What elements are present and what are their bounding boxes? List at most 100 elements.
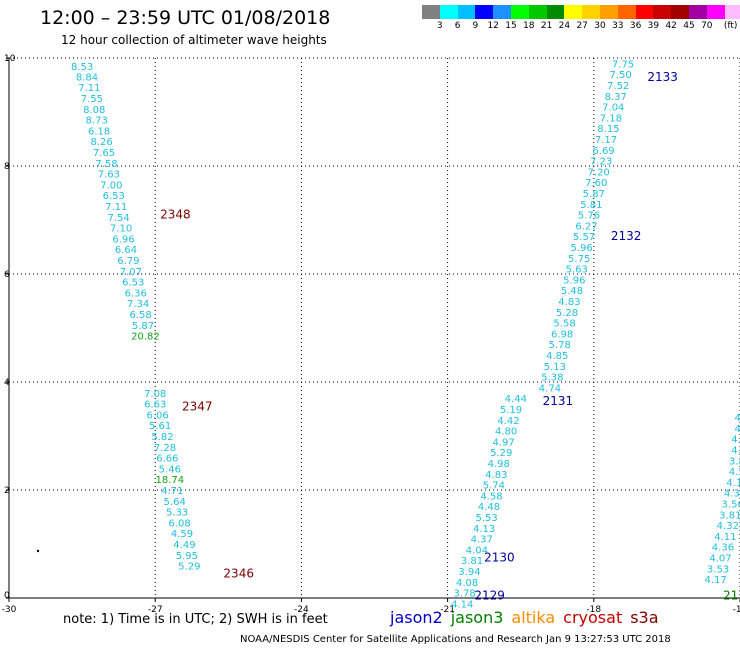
wave-height-value: 5.81	[580, 200, 602, 211]
color-scale-cell	[688, 5, 707, 19]
wave-height-value: 5.48	[561, 286, 583, 297]
wave-height-value: 4.14	[451, 599, 473, 610]
wave-height-value: 6.98	[551, 329, 573, 340]
wave-height-value: 5.64	[164, 497, 186, 508]
x-tick-label: -24	[294, 605, 309, 615]
color-scale-label: 24	[558, 21, 571, 31]
wave-height-value: 3.86	[729, 456, 740, 467]
legend-item-cryosat: cryosat	[563, 608, 623, 627]
color-scale-cell	[457, 5, 476, 19]
x-tick-label: -18	[586, 605, 601, 615]
wave-height-value: 6.63	[144, 400, 166, 411]
y-tick-label: 6	[4, 270, 10, 280]
color-scale-label: 12	[487, 21, 499, 31]
color-scale-cell	[724, 5, 740, 19]
wave-height-value: 7.07	[120, 267, 142, 278]
wave-height-value: 6.06	[147, 410, 169, 421]
pass-number-label: 2132	[611, 229, 642, 243]
x-tick-label: -21	[440, 605, 455, 615]
color-scale-label: 3	[436, 21, 443, 31]
wave-height-value: 4.19	[726, 478, 740, 489]
wave-height-value: 5.76	[578, 211, 600, 222]
wave-height-value: 7.52	[607, 81, 629, 92]
wave-height-value: 4.80	[495, 427, 517, 438]
color-scale-cell	[635, 5, 654, 19]
wave-height-value: 8.26	[90, 137, 112, 148]
color-scale-label: 45	[683, 21, 695, 31]
legend-item-jason2: jason2	[390, 608, 443, 627]
color-scale-cell	[422, 5, 440, 19]
wave-height-value: 6.58	[129, 310, 151, 321]
note-text: note: 1) Time is in UTC; 2) SWH is in fe…	[63, 612, 328, 627]
pass-number-label: 2348	[160, 208, 191, 222]
color-scale-cell	[582, 5, 600, 19]
wave-height-value: 4.13	[473, 524, 495, 535]
wave-height-value: 5.19	[500, 405, 522, 416]
wave-height-value: 7.50	[609, 70, 631, 81]
wave-height-value: 7.17	[595, 135, 617, 146]
wave-height-value: 4.83	[485, 470, 507, 481]
wave-height-value: 4.17	[731, 435, 740, 446]
wave-height-value: 4.5	[734, 413, 740, 424]
wave-height-value: 5.74	[483, 481, 505, 492]
color-scale-label: 9	[472, 21, 479, 31]
wave-height-value: 7.20	[588, 167, 610, 178]
wave-height-value: 5.61	[149, 421, 171, 432]
wave-height-value: 4.85	[546, 351, 568, 362]
wave-height-value: 7.04	[602, 103, 624, 114]
color-scale-cell	[564, 5, 583, 19]
wave-height-value: 4.23	[731, 446, 740, 457]
wave-height-value: 3.56	[722, 500, 740, 511]
color-scale-cell	[510, 5, 529, 19]
x-tick-label: -30	[2, 605, 17, 615]
color-scale-labels: 3 6 9 12 15 18 21 24 27 30 33 36 39 42 45 70 (ft)	[422, 21, 740, 33]
wave-height-value: 3.94	[458, 567, 480, 578]
wave-height-value: 5.13	[544, 362, 566, 373]
wave-height-value: 4.97	[493, 437, 515, 448]
wave-height-value: 20.82	[131, 332, 160, 343]
wave-height-value: 5.75	[568, 254, 590, 265]
wave-height-value: 6.53	[122, 278, 144, 289]
wave-height-value: 4.17	[705, 575, 727, 586]
x-tick-label: -27	[148, 605, 163, 615]
color-scale-cell	[475, 5, 494, 19]
wave-height-value: 5.53	[475, 513, 497, 524]
wave-height-value: 8.08	[83, 105, 105, 116]
pass-number-label: 2347	[182, 399, 213, 413]
stray-dot	[36, 549, 40, 553]
color-scale-label: 33	[612, 21, 624, 31]
wave-height-value: 5.57	[573, 232, 595, 243]
color-scale-cell	[653, 5, 672, 19]
wave-height-value: 5.58	[553, 319, 575, 330]
wave-height-value: 18.74	[155, 475, 184, 486]
wave-height-value: 5.87	[583, 189, 605, 200]
wave-height-value: 4.42	[497, 416, 519, 427]
wave-height-value: 4.59	[171, 529, 193, 540]
wave-height-value: 6.53	[103, 191, 125, 202]
color-scale-label: 36	[629, 21, 642, 31]
wave-height-value: 5.28	[556, 308, 578, 319]
wave-height-value: 7.00	[100, 180, 122, 191]
wave-height-value: 7.63	[98, 170, 120, 181]
page-title: 12:00 – 23:59 UTC 01/08/2018	[40, 7, 331, 29]
color-scale-label: 21	[540, 21, 553, 31]
wave-height-value: 4.32	[717, 521, 739, 532]
wave-height-value: 8.15	[597, 124, 619, 135]
y-tick-label: 2	[4, 486, 10, 496]
wave-height-value: 7.28	[154, 443, 176, 454]
color-scale-label: 70	[701, 21, 713, 31]
wave-height-value: 7.23	[590, 157, 612, 168]
color-scale-cell	[671, 5, 689, 19]
color-scale-cell	[599, 5, 618, 19]
wave-height-value: 4.49	[173, 540, 195, 551]
wave-height-value: 4.56	[729, 467, 740, 478]
wave-height-value: 5.33	[166, 508, 188, 519]
wave-height-value: 7.18	[600, 113, 622, 124]
footer-credit: NOAA/NESDIS Center for Satellite Applica…	[240, 634, 671, 645]
wave-height-value: 7.58	[95, 159, 117, 170]
color-scale-cell	[528, 5, 547, 19]
wave-height-value: 4.36	[712, 543, 734, 554]
color-scale-label: 6	[454, 21, 461, 31]
wave-height-value: 4.07	[709, 554, 731, 565]
